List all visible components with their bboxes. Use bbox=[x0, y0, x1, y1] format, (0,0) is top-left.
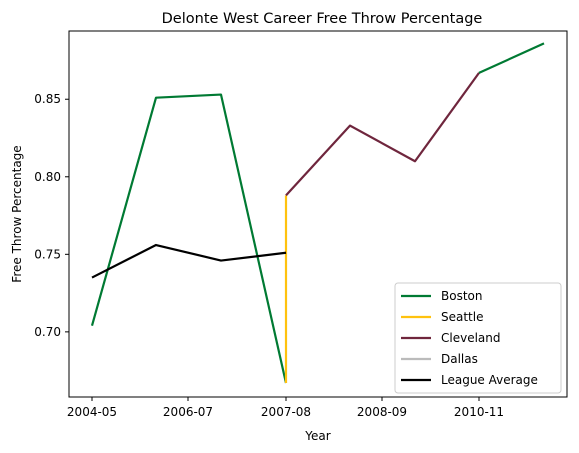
legend-label: Cleveland bbox=[441, 331, 501, 345]
y-tick-label: 0.70 bbox=[34, 325, 61, 339]
series-layer bbox=[90, 42, 545, 384]
y-axis-ticks: 0.70 0.75 0.80 0.85 bbox=[34, 92, 69, 339]
series-line-boston-0 bbox=[90, 93, 288, 384]
series-line-boston-continuation-5 bbox=[478, 42, 545, 74]
x-tick-label: 2010-11 bbox=[454, 405, 504, 419]
x-tick-label: 2008-09 bbox=[357, 405, 407, 419]
legend-box bbox=[394, 282, 562, 394]
x-tick-label: 2004-05 bbox=[67, 405, 117, 419]
x-axis-ticks: 2004-05 2006-07 2007-08 2008-09 2010-11 bbox=[67, 397, 504, 419]
plot-area bbox=[68, 30, 568, 398]
series-line-league-average-4 bbox=[91, 243, 287, 279]
legend-label: Seattle bbox=[441, 310, 483, 324]
series-line-cleveland-2 bbox=[285, 72, 480, 197]
x-axis-label: Year bbox=[304, 429, 330, 443]
legend: Boston Seattle Cleveland Dallas League Avera… bbox=[394, 282, 562, 394]
legend-label: League Average bbox=[441, 373, 538, 387]
y-axis-label: Free Throw Percentage bbox=[10, 145, 24, 282]
legend-label: Boston bbox=[441, 289, 482, 303]
y-tick-label: 0.85 bbox=[34, 92, 61, 106]
x-tick-label: 2006-07 bbox=[163, 405, 213, 419]
y-tick-label: 0.80 bbox=[34, 170, 61, 184]
y-tick-label: 0.75 bbox=[34, 247, 61, 261]
chart-title: Delonte West Career Free Throw Percentag… bbox=[162, 11, 483, 27]
plot-frame bbox=[68, 30, 568, 398]
legend-label: Dallas bbox=[441, 352, 478, 366]
x-tick-label: 2007-08 bbox=[261, 405, 311, 419]
